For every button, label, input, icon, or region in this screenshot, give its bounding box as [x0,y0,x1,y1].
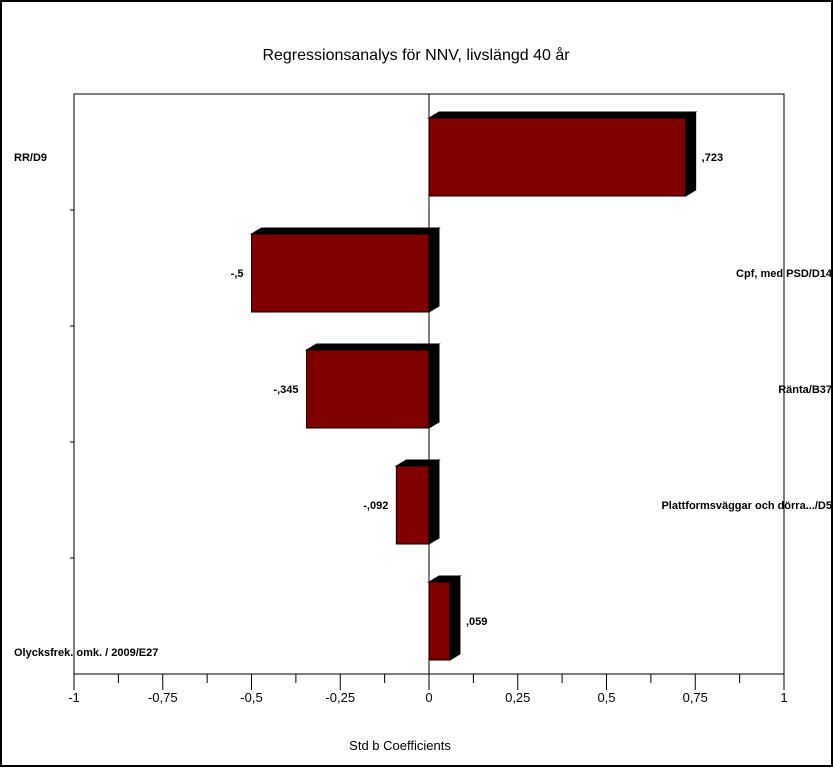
bar [395,465,430,545]
category-label: RR/D9 [14,152,47,164]
bar [428,117,687,197]
x-tick-label: 0,5 [597,690,615,705]
x-axis-label: Std b Coefficients [349,738,451,753]
category-label: Olycksfrek. omk. / 2009/E27 [14,647,158,659]
bar-side-face [428,227,440,313]
x-tick-label: -0,25 [325,690,355,705]
x-tick-label: 0,75 [683,690,708,705]
category-label: Ränta/B37 [778,384,832,396]
bar-side-face [428,343,440,429]
bar-side-face [428,459,440,545]
x-tick-label: 0 [425,690,432,705]
bar-side-face [685,111,697,197]
bar-value-label: -,345 [273,384,298,396]
bar-top-face [427,111,698,119]
bar-value-label: -,092 [363,500,388,512]
x-tick-label: -0,75 [148,690,178,705]
plot-area: -1 -0,75 -0,5 -0,25 0 0,25 0,5 0,75 1 ,723 RR/D9 -,… [14,93,833,705]
bar [428,581,451,661]
x-tick-label: -1 [68,690,80,705]
bar-value-label: ,059 [466,616,487,628]
category-label: Cpf, med PSD/D14 [736,268,833,280]
x-tick-label: -0,5 [240,690,262,705]
bar-top-face [249,227,441,235]
x-tick-label: 1 [780,690,787,705]
bar-side-face [449,575,461,661]
chart-title: Regressionsanalys för NNV, livslängd 40 … [262,46,570,64]
category-label: Plattformsväggar och dörra.../D5 [661,500,832,512]
bar [306,349,430,429]
bar-value-label: ,723 [702,152,723,164]
bar-value-label: -,5 [231,268,244,280]
bar [251,233,430,313]
bar-top-face [304,343,441,351]
x-tick-label: 0,25 [505,690,530,705]
